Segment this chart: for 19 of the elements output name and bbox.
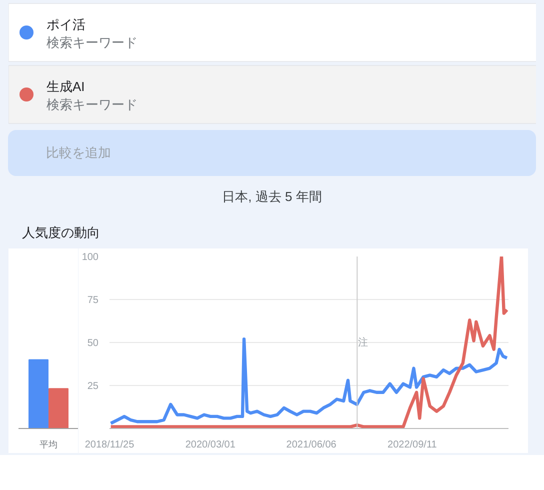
text: 比較を追加 [8, 130, 536, 176]
x-tick-label: 2020/03/01 [185, 440, 236, 450]
y-tick-label: 25 [87, 381, 99, 392]
x-tick-label: 2018/11/25 [84, 440, 135, 450]
line-series [110, 256, 508, 428]
x-tick-label: 平均 [40, 440, 58, 450]
x-tick-label: 2022/09/11 [388, 440, 438, 450]
text: 検索キーワード [46, 97, 138, 112]
line-series [110, 337, 508, 425]
y-tick-label: 100 [82, 252, 99, 263]
chart-title: 人気度の動向 [21, 224, 100, 242]
legend-label: ポイ活 [46, 17, 86, 32]
chart-subtitle: 日本, 過去 5 年間 [221, 188, 323, 206]
legend-label: 生成AI [46, 79, 85, 94]
ref-line-label: 注 [358, 336, 368, 348]
y-tick-label: 50 [87, 338, 99, 349]
y-tick-label: 75 [87, 295, 99, 306]
x-tick-label: 2021/06/06 [286, 440, 337, 450]
text: 検索キーワード [46, 35, 138, 50]
